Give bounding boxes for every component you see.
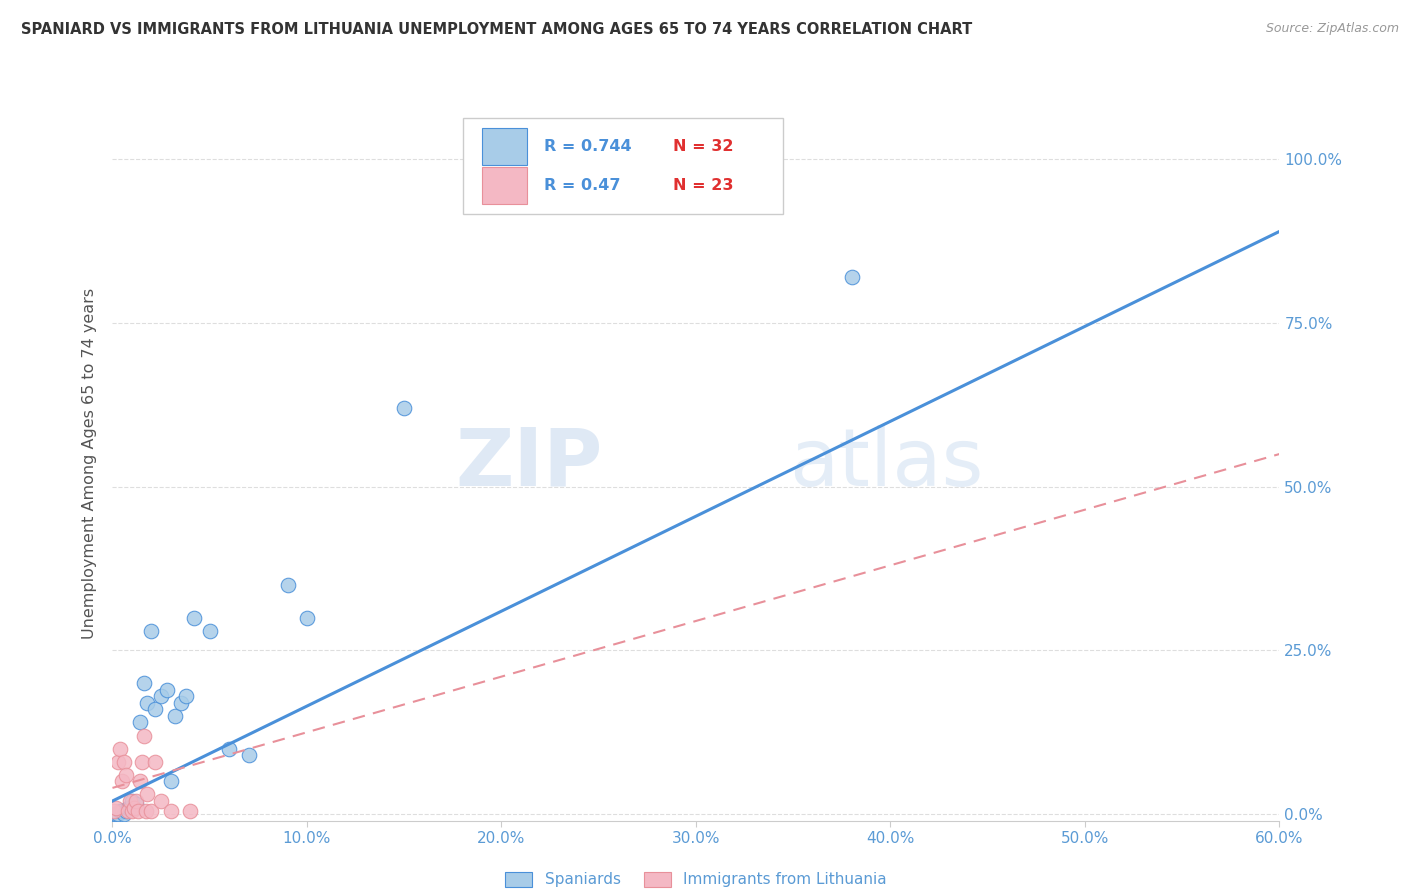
FancyBboxPatch shape (482, 128, 527, 165)
Text: R = 0.47: R = 0.47 (544, 178, 621, 193)
Point (176, 690, 198, 704)
Text: ZIP: ZIP (456, 425, 603, 503)
Point (110, 741, 132, 756)
Point (135, 804, 157, 818)
Text: R = 0.744: R = 0.744 (544, 139, 631, 153)
Point (238, 748, 260, 763)
Point (111, 804, 134, 818)
Point (136, 788, 159, 802)
Point (121, 794, 143, 808)
Point (163, 709, 186, 723)
Point (143, 702, 166, 716)
Point (122, 800, 145, 814)
Text: N = 23: N = 23 (672, 178, 733, 193)
Text: SPANIARD VS IMMIGRANTS FROM LITHUANIA UNEMPLOYMENT AMONG AGES 65 TO 74 YEARS COR: SPANIARD VS IMMIGRANTS FROM LITHUANIA UN… (21, 22, 973, 37)
Point (141, 624, 163, 638)
Point (392, 401, 416, 416)
Legend: Spaniards, Immigrants from Lithuania: Spaniards, Immigrants from Lithuania (498, 864, 894, 892)
Point (156, 682, 179, 697)
FancyBboxPatch shape (482, 167, 527, 204)
Point (150, 690, 173, 704)
Point (841, 270, 863, 285)
Point (103, 807, 125, 822)
Point (112, 807, 135, 822)
Text: N = 32: N = 32 (672, 139, 733, 153)
Point (115, 804, 138, 818)
Point (179, 804, 201, 818)
Point (295, 610, 318, 624)
Point (118, 794, 141, 808)
Text: Source: ZipAtlas.com: Source: ZipAtlas.com (1265, 22, 1399, 36)
Point (127, 804, 149, 818)
Point (125, 794, 148, 808)
Point (218, 741, 240, 756)
Point (131, 755, 153, 769)
Point (122, 800, 145, 814)
Point (112, 755, 135, 769)
Point (169, 696, 191, 710)
Point (128, 774, 150, 789)
Point (105, 807, 128, 822)
Point (198, 624, 221, 638)
Point (103, 804, 125, 818)
Point (105, 800, 128, 814)
Point (685, 153, 707, 167)
Point (160, 804, 183, 818)
Point (132, 676, 155, 690)
Point (160, 774, 183, 789)
Point (110, 804, 132, 818)
Point (111, 774, 134, 789)
Point (183, 610, 205, 624)
Point (118, 800, 141, 814)
Point (132, 729, 155, 743)
Point (117, 804, 139, 818)
Point (121, 804, 143, 818)
Point (125, 797, 148, 812)
Point (150, 794, 173, 808)
Text: atlas: atlas (789, 425, 984, 503)
Point (143, 755, 166, 769)
Point (115, 768, 138, 782)
Y-axis label: Unemployment Among Ages 65 to 74 years: Unemployment Among Ages 65 to 74 years (82, 288, 97, 640)
Point (276, 578, 298, 592)
Point (136, 696, 159, 710)
Point (107, 755, 129, 769)
Point (107, 807, 129, 822)
Point (128, 715, 150, 730)
FancyBboxPatch shape (463, 118, 783, 214)
Point (117, 800, 139, 814)
Point (141, 804, 163, 818)
